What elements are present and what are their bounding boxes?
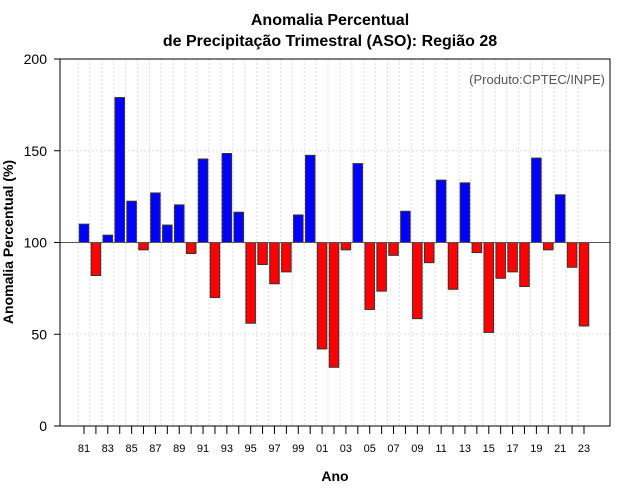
x-tick-label: 21 [554, 443, 566, 455]
bar-04 [352, 163, 364, 243]
x-axis-label: Ano [321, 468, 348, 484]
bar-81 [78, 223, 90, 243]
bar-90 [185, 242, 197, 255]
y-axis-label: Anomalia Percentual (%) [0, 160, 16, 324]
bar-20 [543, 242, 554, 251]
bar-05 [364, 242, 375, 310]
y-tick-label: 0 [39, 418, 47, 434]
x-tick-label: 01 [316, 443, 328, 455]
x-tick-label: 97 [268, 443, 280, 455]
x-tick-label: 87 [149, 443, 161, 455]
y-tick-label: 50 [31, 326, 47, 342]
bar-93 [221, 153, 233, 243]
bar-06 [376, 242, 387, 292]
bar-98 [281, 242, 292, 273]
bar-14 [471, 242, 483, 254]
bar-89 [173, 204, 185, 244]
grid [60, 58, 610, 427]
bar-92 [209, 242, 221, 299]
bar-94 [233, 211, 245, 244]
y-axis: 0 50 100 150 200 [24, 51, 60, 434]
bar-95 [245, 242, 256, 324]
bar-08 [400, 210, 411, 243]
bar-09 [412, 242, 423, 320]
x-tick-label: 07 [387, 443, 399, 455]
x-tick-label: 91 [197, 443, 209, 455]
bar-03 [340, 242, 352, 251]
x-tick-label: 17 [506, 443, 518, 455]
bar-11 [435, 179, 447, 243]
bar-83 [102, 234, 114, 244]
x-tick-label: 93 [221, 443, 233, 455]
bar-17 [507, 242, 518, 273]
bar-96 [257, 242, 268, 266]
bar-01 [316, 242, 328, 350]
bar-22 [566, 242, 578, 268]
bar-16 [495, 242, 506, 279]
bar-19 [531, 157, 542, 243]
x-tick-label: 83 [102, 443, 114, 455]
bar-02 [328, 242, 340, 368]
bar-13 [459, 182, 471, 244]
bar-23 [578, 242, 590, 327]
chart-title: Anomalia Percentual [251, 12, 409, 29]
x-tick-label: 89 [173, 443, 185, 455]
x-tick-label: 23 [578, 443, 590, 455]
x-tick-label: 05 [364, 443, 376, 455]
bar-88 [162, 224, 173, 244]
bar-21 [554, 194, 566, 243]
bar-82 [90, 242, 102, 277]
x-tick-label: 13 [459, 443, 471, 455]
x-tick-label: 95 [245, 443, 257, 455]
x-tick-label: 15 [483, 443, 495, 455]
x-tick-label: 19 [530, 443, 542, 455]
bar-10 [423, 242, 435, 264]
bar-86 [138, 242, 149, 251]
bar-87 [150, 192, 161, 243]
credit-label: (Produto:CPTEC/INPE) [469, 72, 605, 87]
bar-84 [114, 97, 125, 243]
bar-15 [483, 242, 495, 333]
y-tick-label: 100 [24, 235, 48, 251]
x-tick-label: 03 [340, 443, 352, 455]
chart-subtitle: de Precipitação Trimestral (ASO): Região… [163, 33, 497, 50]
bar-85 [126, 200, 137, 243]
bar-97 [269, 242, 280, 285]
bar-07 [388, 242, 399, 256]
bars [78, 97, 590, 368]
x-tick-label: 81 [78, 443, 90, 455]
x-tick-label: 99 [292, 443, 304, 455]
bar-91 [197, 158, 209, 244]
x-tick-label: 09 [411, 443, 423, 455]
bar-18 [519, 242, 530, 288]
y-tick-label: 200 [24, 51, 48, 67]
x-tick-label: 85 [125, 443, 137, 455]
bar-00 [304, 154, 316, 243]
bar-12 [447, 242, 459, 290]
x-tick-label: 11 [435, 443, 446, 455]
y-tick-label: 150 [24, 143, 48, 159]
bar-99 [293, 214, 304, 244]
x-axis: 81 83 85 87 89 91 93 95 97 99 01 03 05 07 09 11 13 15 17 19… [78, 426, 590, 455]
